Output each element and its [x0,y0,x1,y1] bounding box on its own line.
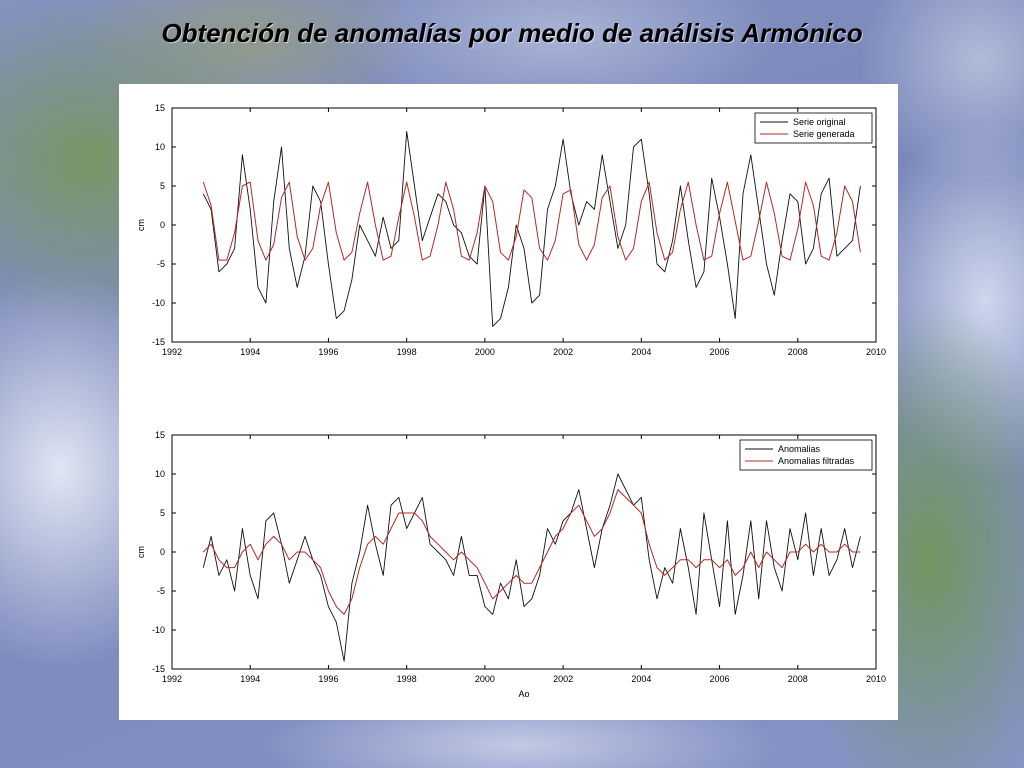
y-tick-label: -10 [152,625,165,635]
x-tick-label: 2000 [475,674,495,684]
y-tick-label: 0 [160,547,165,557]
charts-figure: 1992 1994 1996 1998 2000 2002 2004 2006 2008 2010… [136,103,886,699]
series-line-red [202,181,861,261]
y-tick-label: 0 [160,220,165,230]
series-line-red [202,489,861,615]
series-line-black [202,130,861,327]
y-tick-label: -10 [152,298,165,308]
legend-label: Anomalias filtradas [778,456,855,466]
y-tick-label: -5 [157,259,165,269]
x-tick-label: 2000 [475,347,495,357]
y-axis-label: cm [136,546,146,558]
x-tick-label: 1996 [318,674,338,684]
y-tick-label: 10 [155,469,165,479]
legend-label: Serie original [793,117,846,127]
y-tick-label: 15 [155,430,165,440]
x-tick-label: 1998 [397,347,417,357]
x-axis-label: Ao [518,689,529,699]
x-tick-label: 2002 [553,347,573,357]
legend: Anomalias Anomalias filtradas [739,439,873,471]
chart-1: 1992 1994 1996 1998 2000 2002 2004 2006 2008 2010… [136,103,886,357]
y-tick-label: 15 [155,103,165,113]
legend-label: Anomalias [778,444,821,454]
legend-box [754,112,873,144]
x-tick-label: 1998 [397,674,417,684]
y-tick-label: 5 [160,508,165,518]
figure-panel: 1992 1994 1996 1998 2000 2002 2004 2006 2008 2010… [119,84,898,720]
x-tick-label: 1992 [162,674,182,684]
y-tick-label: 10 [155,142,165,152]
y-tick-label: 5 [160,181,165,191]
x-tick-label: 2002 [553,674,573,684]
y-tick-label: -5 [157,586,165,596]
x-tick-label: 2004 [631,674,651,684]
x-tick-label: 1994 [240,347,260,357]
chart-2: 1992 1994 1996 1998 2000 2002 2004 2006 2008 2010… [136,430,886,699]
x-tick-label: 1996 [318,347,338,357]
slide-title: Obtención de anomalías por medio de anál… [161,18,863,48]
x-tick-label: 2010 [866,674,886,684]
x-tick-label: 2008 [788,347,808,357]
x-tick-label: 2010 [866,347,886,357]
y-tick-label: -15 [152,337,165,347]
plot-area [171,434,877,670]
plot-area [171,107,877,343]
y-tick-label: -15 [152,664,165,674]
x-tick-label: 2008 [788,674,808,684]
x-tick-label: 2004 [631,347,651,357]
y-axis-label: cm [136,219,146,231]
legend-label: Serie generada [793,129,855,139]
x-tick-label: 2006 [710,674,730,684]
x-tick-label: 2006 [710,347,730,357]
x-tick-label: 1992 [162,347,182,357]
legend: Serie original Serie generada [754,112,873,144]
legend-box [739,439,873,471]
x-tick-label: 1994 [240,674,260,684]
